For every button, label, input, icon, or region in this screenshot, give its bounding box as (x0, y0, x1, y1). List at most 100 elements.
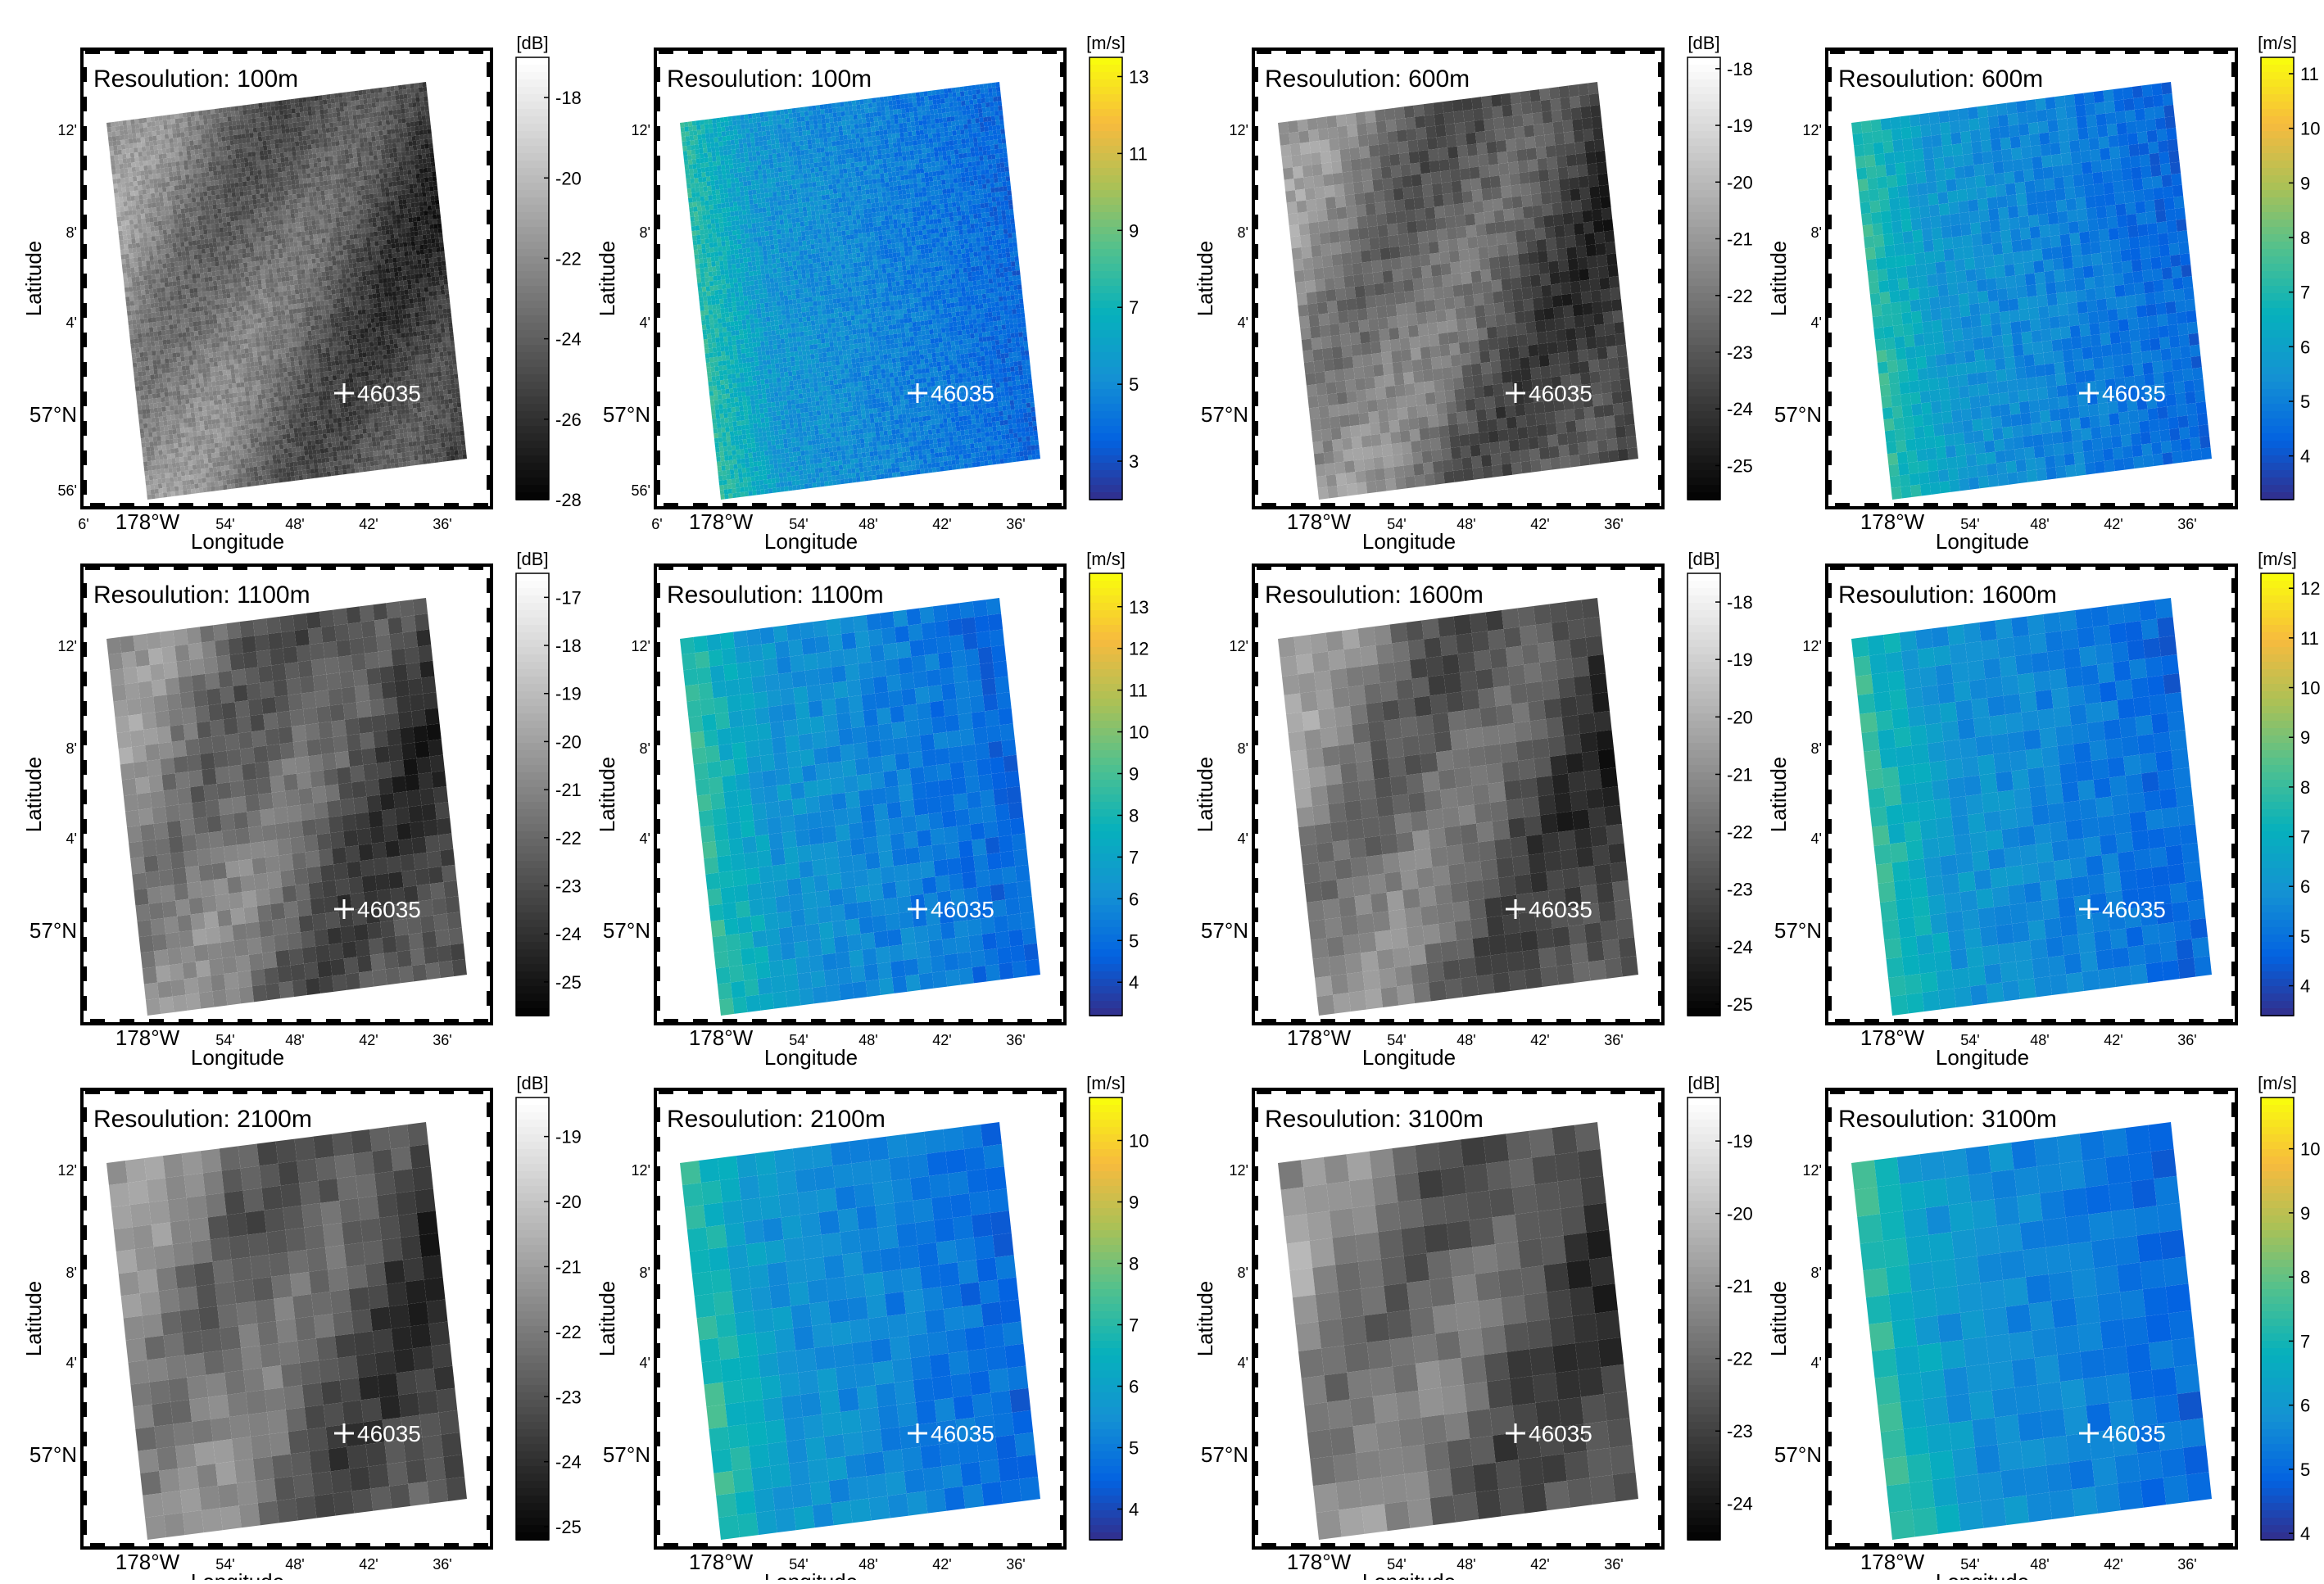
swath-cell (281, 242, 287, 249)
swath-cell (358, 462, 363, 468)
swath-cell (198, 445, 203, 450)
swath-cell (269, 168, 274, 174)
swath-cell (345, 120, 350, 126)
swath-cell (152, 427, 156, 432)
swath-cell (265, 312, 270, 318)
swath-cell (299, 145, 304, 151)
swath-cell (175, 161, 180, 167)
swath-cell (222, 332, 227, 337)
swath-cell (134, 300, 138, 305)
swath-cell (171, 233, 176, 239)
swath-cell (229, 469, 234, 475)
swath-cell (270, 468, 274, 475)
swath-cell (152, 202, 156, 208)
swath-cell (259, 112, 264, 118)
swath-cell (353, 382, 358, 387)
swath-cell (306, 254, 312, 260)
swath-cell (122, 158, 128, 164)
swath-cell (195, 158, 201, 165)
swath-cell (125, 148, 130, 154)
swath-cell (161, 473, 165, 479)
swath-cell (242, 477, 247, 483)
swath-cell (148, 327, 154, 333)
swath-cell (276, 196, 281, 201)
swath-cell (304, 230, 310, 236)
swath-cell (292, 342, 297, 347)
swath-cell (191, 455, 196, 461)
swath-cell (274, 401, 279, 407)
swath-cell (201, 473, 206, 478)
swath-cell (138, 228, 143, 233)
swath-cell (324, 156, 329, 162)
swath-cell (251, 457, 257, 463)
swath-cell (350, 243, 356, 250)
swath-cell (297, 393, 303, 400)
swath-cell (175, 165, 181, 171)
swath-cell (174, 414, 179, 420)
swath-cell (235, 411, 240, 417)
swath-cell (333, 155, 338, 161)
swath-cell (332, 298, 337, 305)
swath-cell (362, 462, 367, 468)
swath-cell (318, 391, 323, 397)
swath-cell (134, 333, 138, 339)
swath-cell (281, 129, 286, 134)
swath-cell (156, 201, 161, 207)
swath-cell (159, 201, 165, 207)
swath-cell (280, 124, 286, 129)
swath-cell (338, 130, 343, 137)
swath-cell (153, 145, 158, 151)
swath-cell (263, 265, 269, 270)
swath-cell (227, 378, 233, 385)
swath-cell (170, 414, 175, 420)
swath-cell (131, 238, 136, 244)
swath-cell (184, 174, 190, 180)
swath-cell (199, 234, 205, 240)
swath-cell (323, 405, 328, 410)
swath-cell (306, 211, 311, 217)
swath-cell (352, 115, 357, 120)
swath-cell (137, 251, 142, 258)
swath-cell (147, 241, 152, 247)
swath-cell (308, 192, 313, 197)
swath-cell (175, 199, 180, 205)
swath-cell (301, 393, 307, 399)
swath-cell (282, 319, 287, 325)
swath-cell (190, 412, 196, 418)
swath-cell (311, 368, 316, 373)
swath-cell (146, 155, 152, 161)
swath-cell (236, 201, 242, 206)
swath-cell (141, 328, 146, 333)
swath-cell (284, 156, 289, 162)
swath-cell (364, 294, 369, 301)
swath-cell (203, 310, 209, 316)
swath-cell (262, 145, 268, 151)
swath-cell (190, 369, 195, 375)
swath-cell (305, 345, 310, 351)
swath-cell (249, 204, 254, 210)
swath-cell (164, 129, 169, 135)
swath-cell (220, 313, 225, 319)
swath-cell (242, 439, 247, 445)
swath-cell (143, 428, 148, 433)
swath-cell (297, 418, 301, 423)
swath-cell (225, 474, 231, 480)
swath-cell (247, 152, 252, 157)
swath-cell (192, 316, 197, 322)
swath-cell (314, 391, 319, 397)
swath-cell (293, 428, 298, 433)
swath-cell (327, 103, 332, 109)
swath-cell (203, 124, 209, 129)
swath-cell (288, 223, 292, 229)
swath-cell (254, 256, 260, 262)
swath-cell (358, 166, 363, 172)
swath-cell (343, 183, 349, 188)
swath-cell (344, 149, 349, 155)
swath-cell (134, 338, 139, 344)
swath-cell (197, 134, 202, 140)
swath-cell (279, 377, 285, 382)
swath-cell (368, 441, 373, 448)
swath-cell (166, 377, 171, 382)
swath-cell (177, 137, 182, 143)
swath-cell (187, 121, 193, 127)
